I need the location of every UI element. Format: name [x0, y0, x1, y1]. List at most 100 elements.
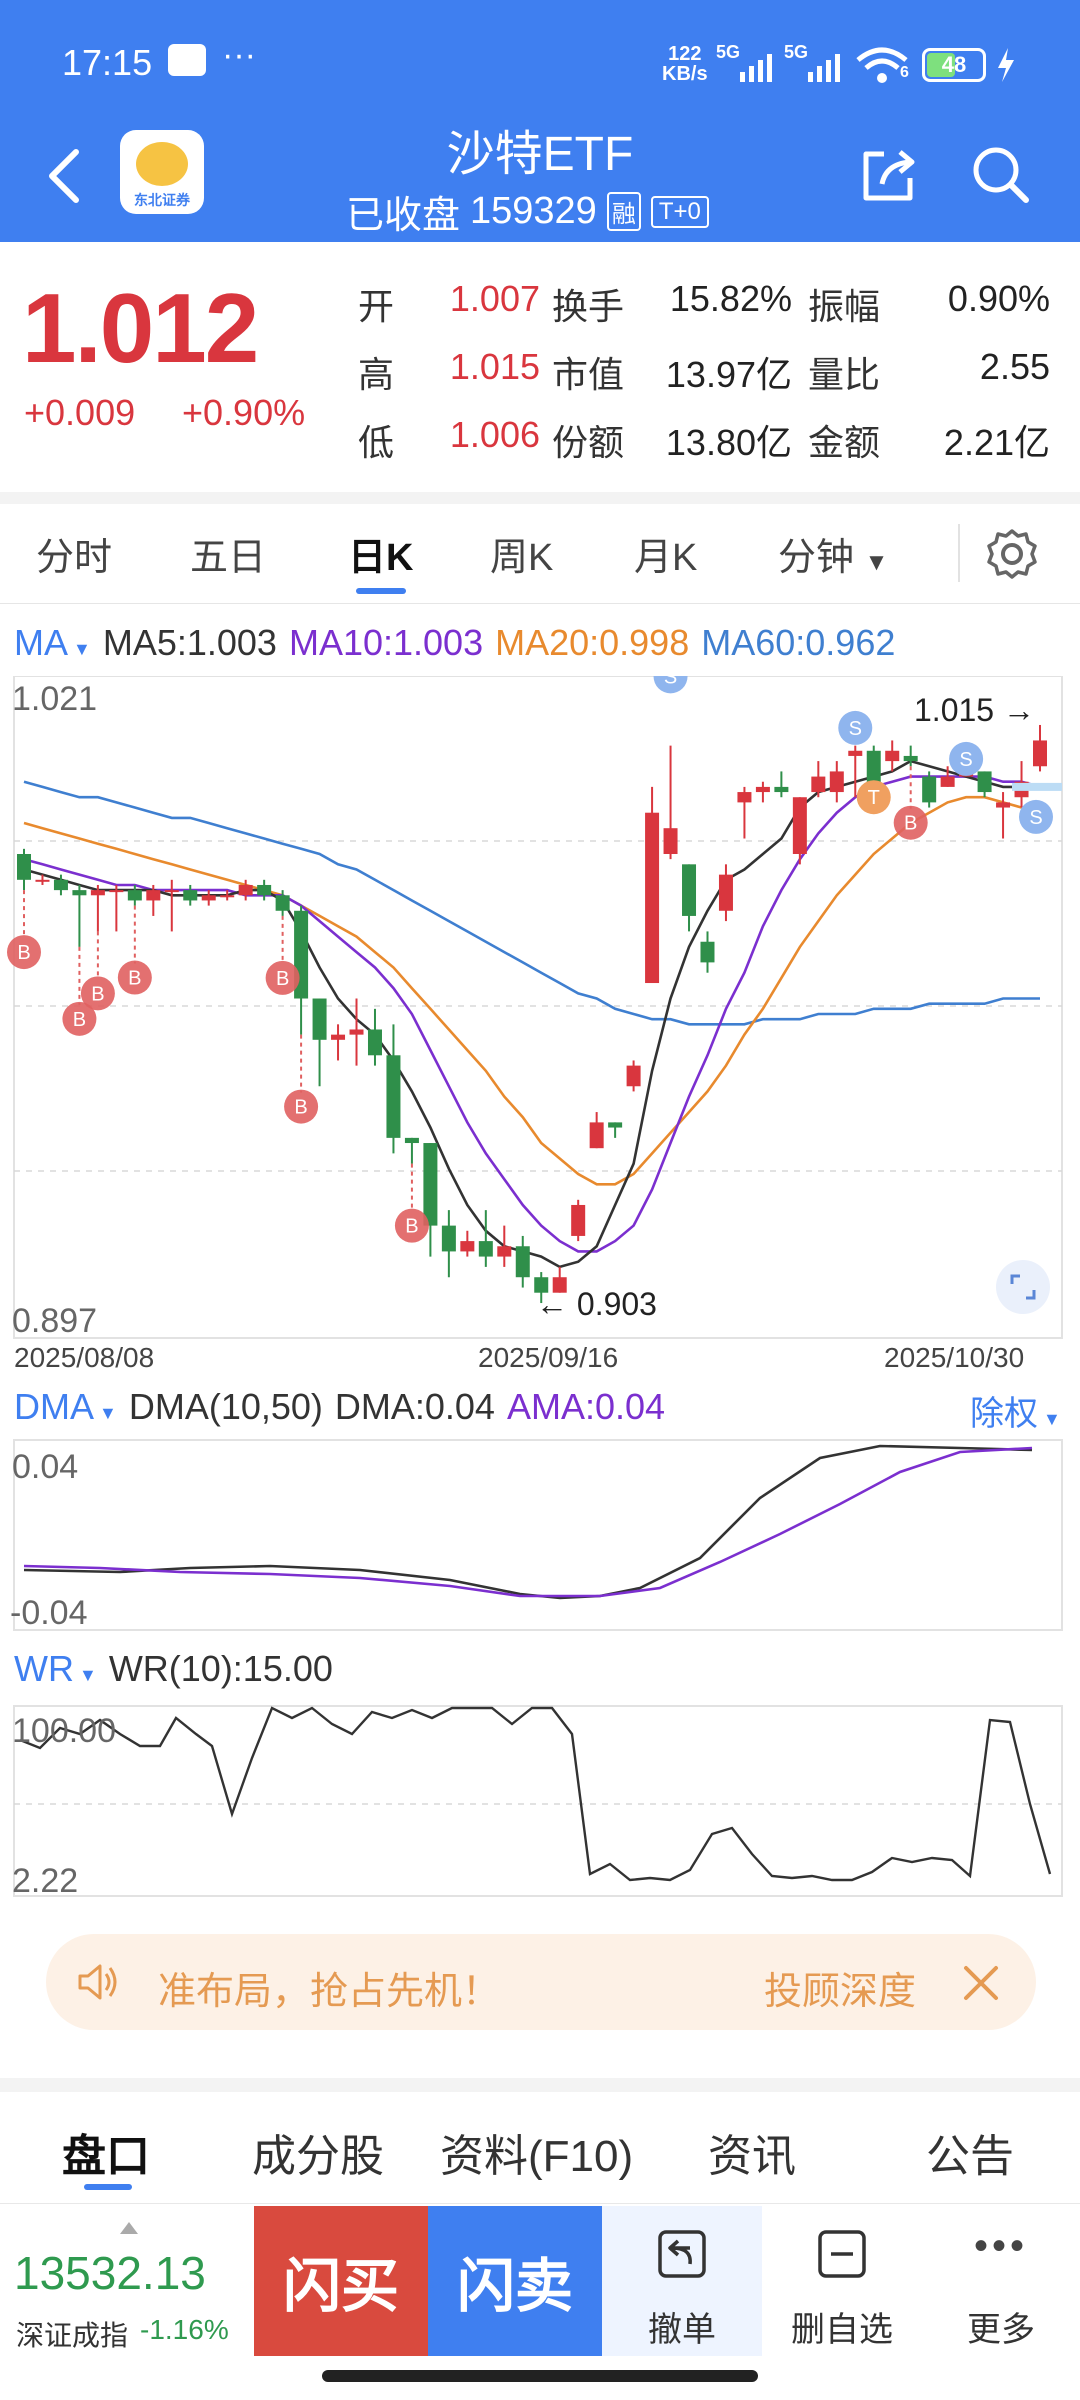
share-icon[interactable] — [860, 146, 918, 204]
buy-signal-icon: B — [904, 813, 917, 835]
tab-monthly-k[interactable]: 月K — [634, 537, 698, 579]
back-icon[interactable] — [44, 148, 84, 204]
broker-logo: 东北证券 — [120, 130, 204, 214]
home-indicator — [322, 2370, 758, 2382]
tab-announcements[interactable]: 公告 — [926, 2132, 1014, 2181]
candle-body — [423, 1143, 438, 1226]
candle-body — [589, 1122, 604, 1149]
close-icon[interactable] — [962, 1964, 1000, 2002]
signal-label-1: 5G — [716, 42, 741, 62]
candle-body — [441, 1225, 456, 1252]
y-axis-min-label: 0.897 — [12, 1302, 98, 1340]
dma-y-min-label: -0.04 — [10, 1594, 88, 1632]
dma-value: DMA:0.04 — [334, 1386, 495, 1427]
candle-body — [903, 755, 918, 762]
price-change: +0.009 — [24, 392, 136, 433]
candle-body — [922, 776, 937, 803]
dma-params: DMA(10,50) — [128, 1386, 323, 1427]
period-tabs: 分时 五日 日K 周K 月K 分钟 ▼ — [0, 504, 1080, 604]
tab-minute[interactable]: 分钟 ▼ — [778, 537, 889, 579]
buy-signal-marker — [284, 1089, 319, 1124]
active-tab-indicator — [356, 588, 406, 594]
wr-value: WR(10):15.00 — [108, 1648, 333, 1689]
candle-body — [885, 750, 900, 762]
charging-icon — [998, 48, 1014, 82]
candle-body — [571, 1204, 586, 1236]
banner-link[interactable]: 投顾深度 — [764, 1971, 917, 2013]
adjust-selector[interactable]: 除权 ▼ — [970, 1395, 1061, 1433]
sell-signal-marker — [1019, 799, 1053, 834]
candle-body — [774, 786, 789, 793]
last-price: 1.012 — [22, 273, 259, 383]
gear-icon[interactable] — [986, 528, 1038, 580]
index-name: 深证成指 — [16, 2320, 129, 2351]
candle-body — [866, 750, 881, 787]
chevron-up-icon[interactable] — [120, 2222, 138, 2234]
candle-body — [848, 750, 863, 756]
sell-signal-icon: S — [849, 718, 862, 740]
candle-body — [460, 1241, 475, 1252]
tab-five-day[interactable]: 五日 — [190, 537, 267, 579]
candle-body — [626, 1065, 641, 1087]
candle-body — [552, 1277, 567, 1293]
quick-buy-button[interactable]: 闪买 — [254, 2206, 428, 2356]
divider — [0, 492, 1080, 504]
sell-signal-marker — [838, 710, 873, 745]
tab-intraday[interactable]: 分时 — [36, 537, 113, 579]
app-header: 17:15 ··· 122 KB/s 5G 5G 6 48 东北证券 沙特ETF … — [0, 0, 1080, 242]
x-axis-label-mid: 2025/09/16 — [478, 1342, 619, 1373]
quote-label: 换手 — [552, 286, 625, 327]
candle-body — [146, 890, 161, 901]
tab-f10[interactable]: 资料(F10) — [440, 2132, 634, 2181]
tab-weekly-k[interactable]: 周K — [490, 537, 554, 579]
buy-signal-icon: B — [17, 942, 30, 964]
chart-frame — [13, 1705, 1063, 1897]
quote-panel: 1.012 +0.009 +0.90% 开 1.007 换手 15.82% 振幅 0.90… — [0, 242, 1080, 492]
candle-body — [718, 874, 733, 911]
expand-chart-button[interactable] — [996, 1260, 1050, 1314]
dma-chart — [13, 1439, 1063, 1631]
wr-y-min-label: 2.22 — [12, 1862, 79, 1900]
candle-body — [682, 864, 697, 916]
high-annotation: 1.015 → — [914, 692, 1035, 728]
x-axis-label-end: 2025/10/30 — [884, 1342, 1025, 1373]
margin-badge: 融 — [606, 192, 641, 231]
index-value[interactable]: 13532.13 — [14, 2247, 206, 2299]
sell-signal-marker — [653, 676, 688, 694]
tab-daily-k[interactable]: 日K — [348, 537, 414, 579]
buy-signal-marker — [394, 1208, 429, 1243]
buy-signal-marker — [62, 1001, 97, 1036]
tab-order-book[interactable]: 盘口 — [62, 2132, 150, 2181]
candlestick-chart[interactable]: BBBBBBBBSSSSTS — [0, 676, 1080, 1376]
ama-value: AMA:0.04 — [506, 1386, 666, 1427]
buy-signal-icon: B — [91, 983, 104, 1005]
promo-banner[interactable]: 准布局，抢占先机！ 投顾深度 — [46, 1934, 1036, 2030]
quote-value: 15.82% — [669, 278, 792, 319]
wr-selector[interactable]: WR ▼ — [14, 1648, 97, 1689]
ma60-line — [23, 780, 1040, 1026]
ma-selector[interactable]: MA ▼ — [14, 622, 91, 663]
chart-frame — [13, 676, 1063, 1339]
wr-y-max-label: 100.00 — [12, 1712, 116, 1750]
buy-signal-marker — [117, 960, 152, 995]
candle-body — [478, 1241, 493, 1257]
quick-sell-button[interactable]: 闪卖 — [428, 2206, 602, 2356]
candle-body — [183, 890, 198, 901]
quote-value: 1.007 — [449, 278, 540, 319]
tab-news[interactable]: 资讯 — [708, 2132, 796, 2181]
candle-body — [275, 895, 290, 911]
candle-body — [127, 890, 142, 901]
remove-watchlist-button[interactable]: 删自选 — [762, 2206, 922, 2356]
candle-body — [90, 890, 105, 896]
dma-selector[interactable]: DMA ▼ — [14, 1386, 117, 1427]
chart-frame — [13, 1439, 1063, 1631]
search-icon[interactable] — [970, 144, 1030, 204]
more-button[interactable]: ••• 更多 — [922, 2206, 1080, 2356]
page-title: 沙特ETF — [446, 128, 634, 181]
buy-signal-marker — [80, 976, 115, 1011]
quote-label: 份额 — [552, 422, 625, 463]
ma5-line — [23, 759, 1040, 1269]
cancel-order-button[interactable]: 撤单 — [602, 2206, 762, 2356]
candle-body — [257, 884, 272, 896]
tab-constituents[interactable]: 成分股 — [252, 2132, 384, 2181]
